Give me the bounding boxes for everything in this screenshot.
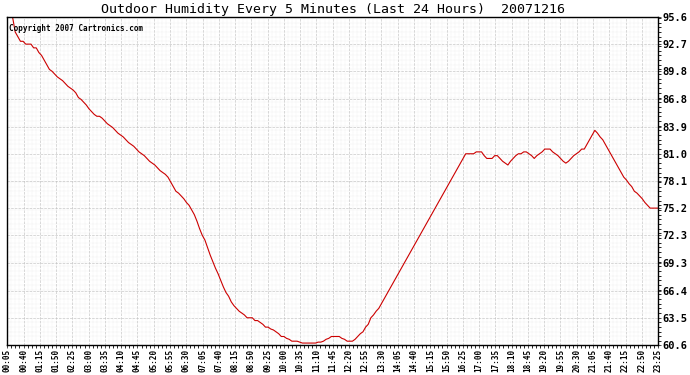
Text: Copyright 2007 Cartronics.com: Copyright 2007 Cartronics.com [8,24,143,33]
Title: Outdoor Humidity Every 5 Minutes (Last 24 Hours)  20071216: Outdoor Humidity Every 5 Minutes (Last 2… [101,3,564,16]
